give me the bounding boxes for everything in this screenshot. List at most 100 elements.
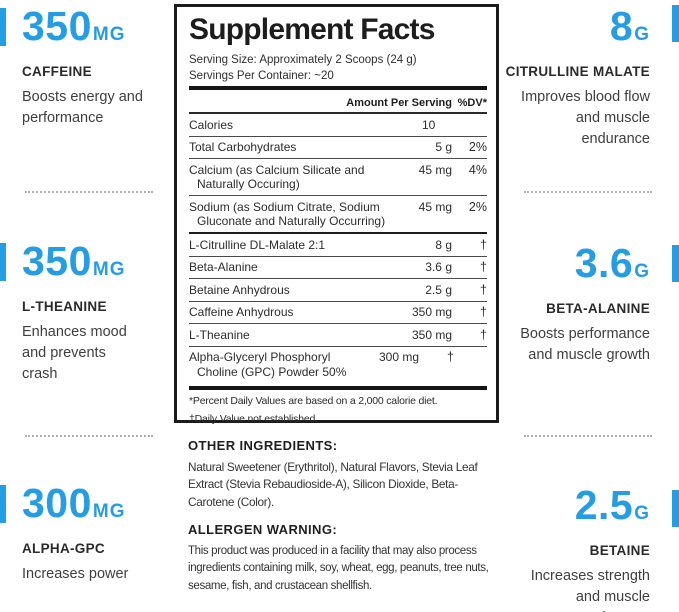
facts-header: Amount Per Serving %DV* [189,93,487,114]
stat-description: Enhances mood and prevents crash [22,324,127,382]
stat-value: 3.6G [488,243,650,292]
stat-betaine: 2.5G BETAINE Increases strength and musc… [488,485,650,612]
fact-name: Total Carbohydrates [189,140,297,154]
fact-name: Betaine Anhydrous [189,282,290,297]
accent-bar [672,245,679,282]
fact-dv: † [480,327,487,342]
thick-rule [189,86,487,90]
footnote-dv: *Percent Daily Values are based on a 2,0… [189,394,438,407]
fact-row: Total Carbohydrates 5 g 2% [189,135,487,159]
fact-name: Sodium (as Sodium Citrate, Sodium Glucon… [189,199,386,229]
stat-value: 350MG [22,241,172,290]
stat-alpha-gpc: 300MG ALPHA-GPC Increases power [22,483,172,585]
fact-name: Calcium (as Calcium Silicate and Natural… [189,162,365,192]
other-ingredients-heading: OTHER INGREDIENTS: [188,438,338,453]
stat-name: ALPHA-GPC [22,541,105,556]
fact-amount: 300 mg [378,350,419,364]
fact-row: Calcium (as Calcium Silicate and Natural… [189,158,487,195]
fact-row: Caffeine Anhydrous 350 mg † [189,300,487,324]
allergen-warning-section: ALLERGEN WARNING: This product was produ… [188,522,518,595]
footnote-dagger: †Daily Value not established. [189,413,318,425]
fact-name: L-Theanine [189,327,250,342]
fact-row: Beta-Alanine 3.6 g † [189,255,487,279]
other-ingredients-section: OTHER INGREDIENTS: Natural Sweetener (Er… [188,438,500,511]
fact-dv: 2% [468,140,487,154]
fact-amount: 45 mg [418,199,452,214]
stat-name: BETA-ALANINE [546,301,650,316]
fact-row: Betaine Anhydrous 2.5 g † [189,278,487,301]
fact-dv: † [480,282,487,297]
other-ingredients-text: Natural Sweetener (Erythritol), Natural … [188,460,478,509]
stat-amount: 8 [609,3,634,49]
stat-unit: G [634,261,650,282]
allergen-warning-text: This product was produced in a facility … [188,545,489,592]
fact-name: L-Citrulline DL-Malate 2:1 [189,237,326,252]
dotted-divider [25,435,153,437]
fact-amount: 5 g [435,140,452,154]
fact-row: Sodium (as Sodium Citrate, Sodium Glucon… [189,195,487,232]
dotted-divider [524,191,652,193]
serving-size: Serving Size: Approximately 2 Scoops (24… [189,54,417,66]
fact-amount: 2.5 g [425,282,452,297]
stat-amount: 350 [22,3,92,49]
fact-dv: † [480,237,487,252]
fact-name: Caffeine Anhydrous [189,305,294,319]
stat-description: Increases strength and muscle endurance [530,568,650,612]
stat-description: Increases power [22,566,129,582]
stat-unit: MG [92,259,126,280]
stat-unit: MG [92,24,126,45]
stat-unit: MG [92,501,126,522]
stat-amount: 350 [22,238,92,284]
stat-name: CAFFEINE [22,64,92,79]
fact-amount: 8 g [435,237,452,252]
stat-name: L-THEANINE [22,299,107,314]
fact-dv: 4% [468,162,487,177]
fact-amount: 350 mg [411,327,452,342]
fact-dv: † [447,350,454,364]
allergen-warning-heading: ALLERGEN WARNING: [188,522,338,537]
accent-bar [672,5,679,42]
fact-name: Alpha-Glyceryl Phosphoryl Choline (GPC) … [189,350,347,379]
stat-name: BETAINE [589,543,650,558]
fact-name: Calories [189,117,234,132]
stat-amount: 2.5 [574,482,634,528]
stat-caffeine: 350MG CAFFEINE Boosts energy and perform… [22,6,172,129]
fact-row: L-Theanine 350 mg † [189,323,487,346]
stat-value: 8G [488,6,650,55]
dotted-divider [25,191,153,193]
stat-amount: 3.6 [574,240,634,286]
fact-amount: 350 mg [411,305,452,319]
fact-name: Beta-Alanine [189,260,258,274]
stat-description: Boosts performance and muscle growth [520,326,650,363]
stat-description: Improves blood flow and muscle endurance [521,89,650,147]
panel-title: Supplement Facts [189,13,435,46]
facts-header-amount: Amount Per Serving [346,97,452,109]
accent-bar [0,243,6,281]
stat-unit: G [634,24,650,45]
stat-amount: 300 [22,480,92,526]
stat-value: 300MG [22,483,172,532]
fact-row: L-Citrulline DL-Malate 2:1 8 g † [189,232,487,256]
accent-bar [0,8,6,46]
fact-row: Calories 10 [189,114,487,136]
fact-dv: † [480,260,487,274]
accent-bar [672,490,679,527]
stat-name: CITRULLINE MALATE [505,64,650,79]
stat-value: 2.5G [488,485,650,534]
dotted-divider [524,435,652,437]
stat-l-theanine: 350MG L-THEANINE Enhances mood and preve… [22,241,172,385]
fact-dv: † [480,305,487,319]
facts-header-dv: %DV* [457,97,487,109]
fact-amount: 3.6 g [425,260,452,274]
stat-beta-alanine: 3.6G BETA-ALANINE Boosts performance and… [488,243,650,366]
accent-bar [0,485,6,523]
fact-amount: 45 mg [418,162,452,177]
fact-amount: 10 [422,117,436,132]
stat-unit: G [634,503,650,524]
stat-description: Boosts energy and performance [22,89,143,126]
thick-rule [189,385,487,390]
servings-per-container: Servings Per Container: ~20 [189,70,334,82]
stat-value: 350MG [22,6,172,55]
fact-row: Alpha-Glyceryl Phosphoryl Choline (GPC) … [189,345,487,383]
